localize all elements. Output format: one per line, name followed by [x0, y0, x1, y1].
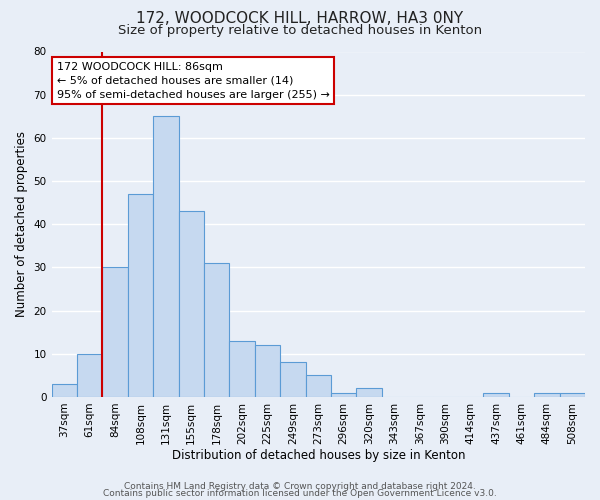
Text: 172 WOODCOCK HILL: 86sqm
← 5% of detached houses are smaller (14)
95% of semi-de: 172 WOODCOCK HILL: 86sqm ← 5% of detache… — [57, 62, 330, 100]
Text: Contains public sector information licensed under the Open Government Licence v3: Contains public sector information licen… — [103, 489, 497, 498]
Bar — [204, 263, 229, 397]
Bar — [356, 388, 382, 397]
Bar — [534, 392, 560, 397]
Bar — [77, 354, 103, 397]
Bar — [255, 345, 280, 397]
Bar — [331, 392, 356, 397]
Bar — [484, 392, 509, 397]
Bar — [305, 376, 331, 397]
Text: 172, WOODCOCK HILL, HARROW, HA3 0NY: 172, WOODCOCK HILL, HARROW, HA3 0NY — [136, 11, 464, 26]
Bar — [153, 116, 179, 397]
X-axis label: Distribution of detached houses by size in Kenton: Distribution of detached houses by size … — [172, 450, 465, 462]
Bar — [280, 362, 305, 397]
Bar — [103, 268, 128, 397]
Bar — [52, 384, 77, 397]
Y-axis label: Number of detached properties: Number of detached properties — [15, 131, 28, 317]
Bar — [128, 194, 153, 397]
Text: Contains HM Land Registry data © Crown copyright and database right 2024.: Contains HM Land Registry data © Crown c… — [124, 482, 476, 491]
Bar — [560, 392, 585, 397]
Bar — [229, 341, 255, 397]
Bar — [179, 212, 204, 397]
Text: Size of property relative to detached houses in Kenton: Size of property relative to detached ho… — [118, 24, 482, 37]
